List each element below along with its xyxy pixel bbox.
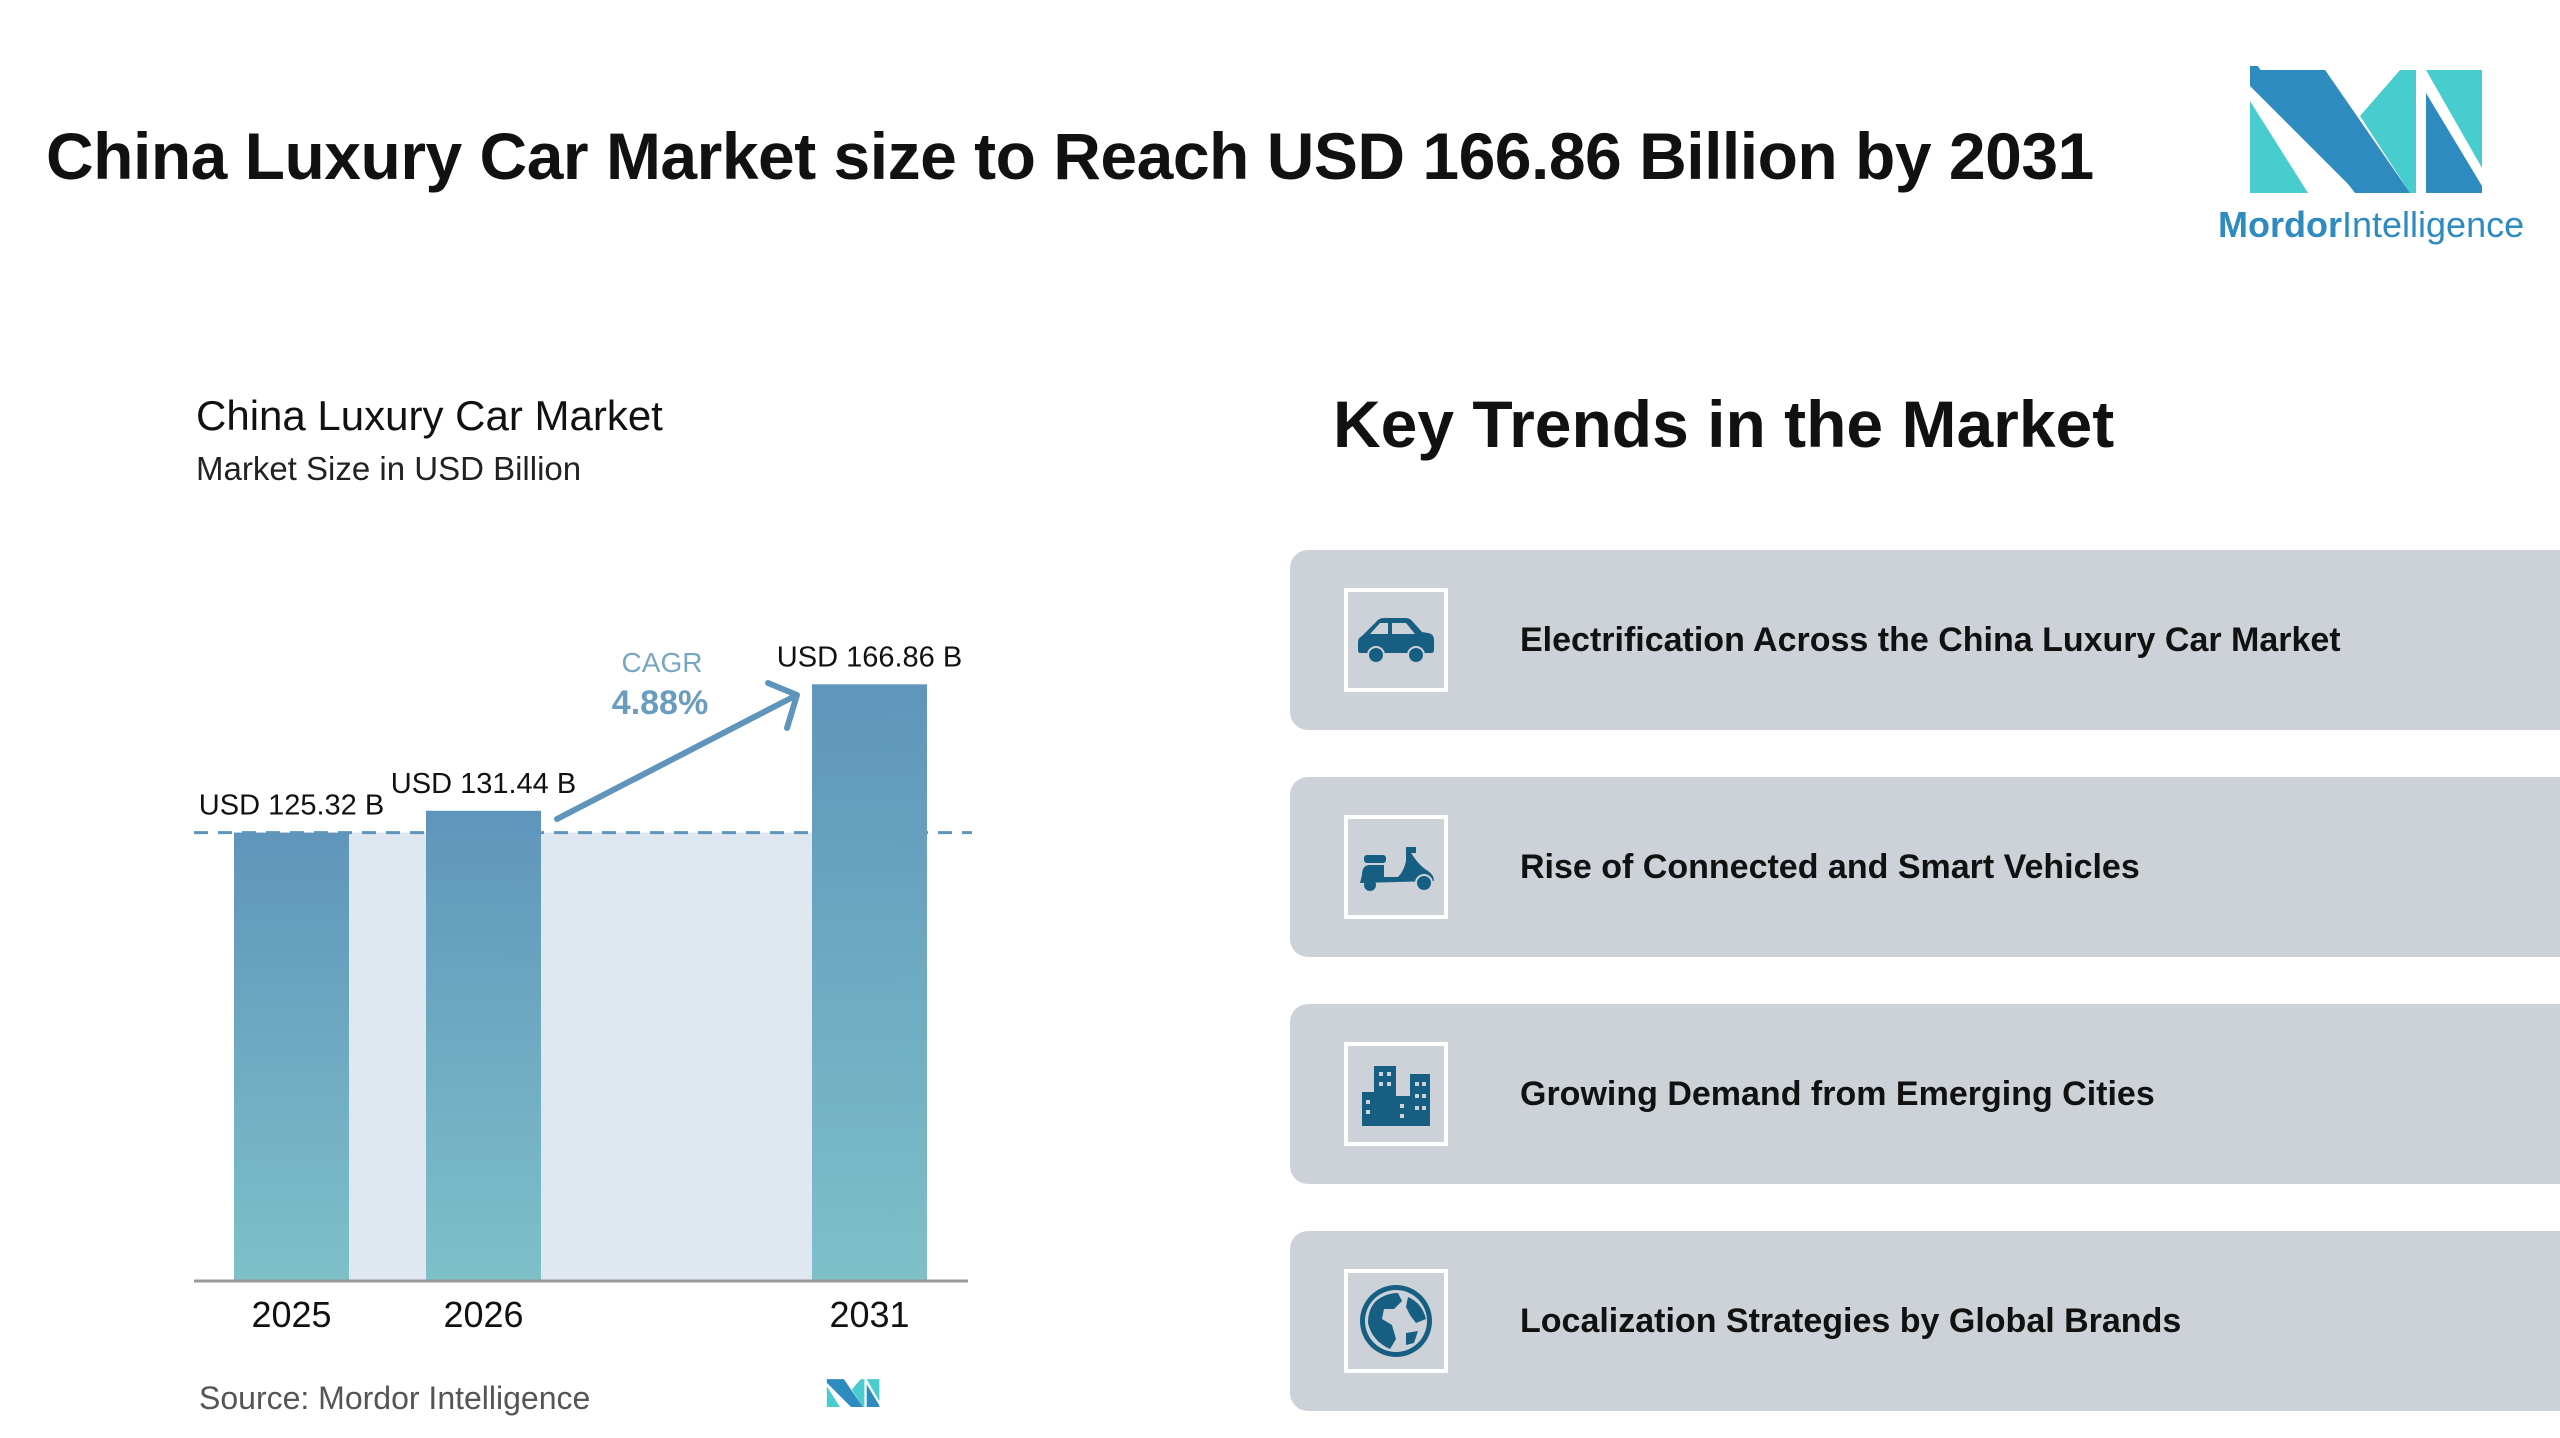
cagr-label: CAGR [622,647,703,678]
small-logo-icon [826,1379,880,1408]
car-icon [1358,618,1434,664]
data-label: USD 131.44 B [391,768,576,800]
trend-card: Electrification Across the China Luxury … [1290,550,2560,730]
bar-chart: USD 125.32 B 2025 USD 131.44 B 2026 USD 166.… [194,641,972,1335]
cagr-value: 4.88% [612,684,708,722]
logo-text: MordorIntelligence [2218,204,2525,245]
trend-label: Growing Demand from Emerging Cities [1520,1075,2155,1113]
trend-label: Electrification Across the China Luxury … [1520,621,2341,659]
trend-card: Localization Strategies by Global Brands [1290,1231,2560,1411]
data-label: USD 125.32 B [199,790,384,822]
x-tick-label: 2026 [443,1294,523,1335]
buildings-icon [1362,1066,1430,1126]
data-label: USD 166.86 B [777,641,962,673]
x-tick-label: 2025 [251,1294,331,1335]
globe-icon [1360,1285,1432,1357]
bar-2031 [812,684,927,1280]
trend-card: Growing Demand from Emerging Cities [1290,1004,2560,1184]
scooter-icon [1360,847,1434,892]
chart-subtitle: Market Size in USD Billion [196,450,582,487]
chart-title: China Luxury Car Market [196,392,663,439]
trend-label: Rise of Connected and Smart Vehicles [1520,848,2140,886]
cagr-arrow [554,693,798,822]
x-tick-label: 2031 [829,1294,909,1335]
bar-2026 [426,810,541,1280]
cagr-arrowhead [765,680,800,731]
page-title: China Luxury Car Market size to Reach US… [46,119,2094,193]
trend-label: Localization Strategies by Global Brands [1520,1302,2182,1340]
trend-card: Rise of Connected and Smart Vehicles [1290,777,2560,957]
trends-title: Key Trends in the Market [1333,387,2115,461]
source-text: Source: Mordor Intelligence [199,1380,591,1416]
bar-2025 [234,832,349,1280]
mordor-logo [2250,66,2482,193]
